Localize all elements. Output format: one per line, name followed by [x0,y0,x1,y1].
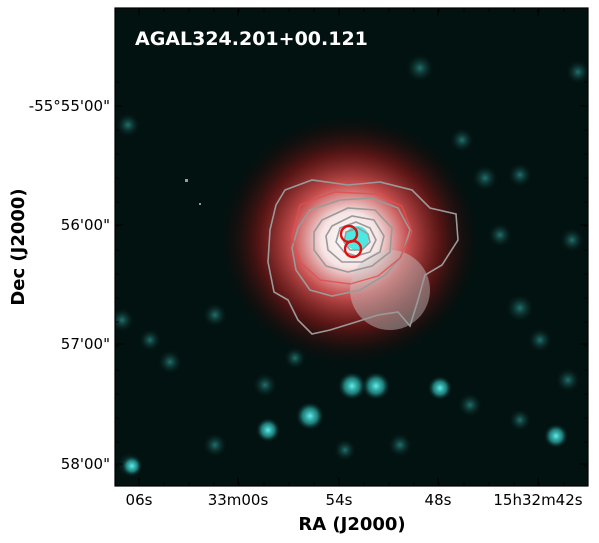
y-tick-labels: -55°55'00" 56'00" 57'00" 58'00" [29,97,110,473]
x-tick-label: 15h32m42s [493,491,582,509]
y-tick-label: 57'00" [61,335,110,353]
emission-halo [350,250,430,330]
x-tick-label: 54s [326,491,353,509]
y-tick-label: -55°55'00" [29,97,110,115]
source-marker-2 [343,239,363,259]
x-tick-label: 33m00s [208,491,269,509]
plot-frame [114,7,589,487]
y-tick-label: 56'00" [61,216,110,234]
y-axis-title: Dec (J2000) [8,188,29,305]
red-contours [291,191,413,285]
x-tick-labels: 06s 33m00s 54s 48s 15h32m42s [126,491,583,509]
x-tick-label: 48s [425,491,452,509]
minor-ticks [115,8,588,486]
x-axis-title: RA (J2000) [298,514,405,535]
y-tick-label: 58'00" [61,455,110,473]
faint-stars [115,54,588,478]
contour-lines [267,179,459,335]
field-label: AGAL324.201+00.121 [135,28,368,50]
image-panel: AGAL324.201+00.121 [115,8,588,486]
x-tick-label: 06s [126,491,153,509]
bright-stars [122,372,568,476]
